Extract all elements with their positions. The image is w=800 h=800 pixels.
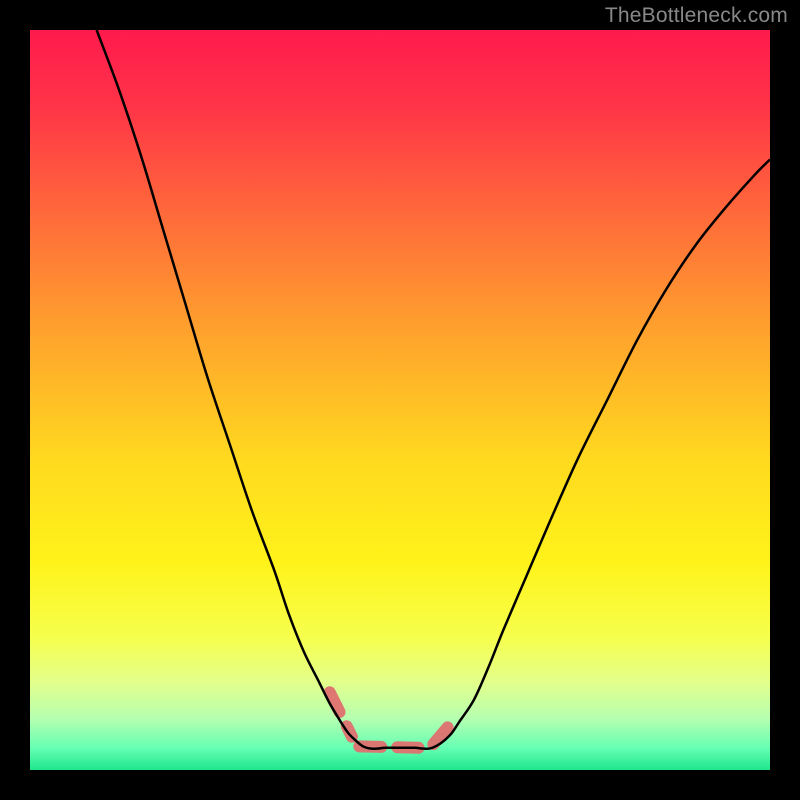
chart-svg (0, 0, 800, 800)
watermark-text: TheBottleneck.com (605, 4, 788, 28)
bottleneck-chart: TheBottleneck.com (0, 0, 800, 800)
